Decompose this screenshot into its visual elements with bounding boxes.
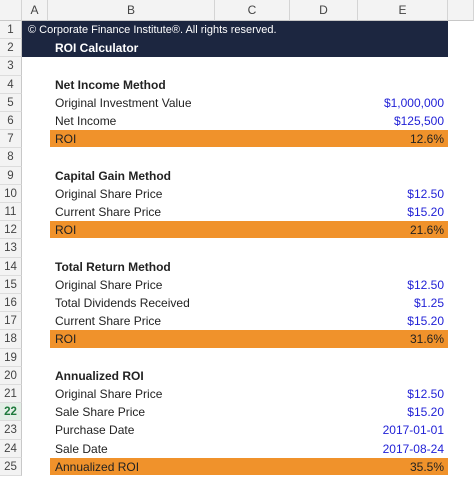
column-header[interactable]: C bbox=[215, 0, 290, 21]
result-label: Annualized ROI bbox=[55, 459, 140, 474]
result-value: 31.6% bbox=[409, 332, 444, 347]
row-number[interactable]: 25 bbox=[0, 457, 22, 476]
row-number[interactable]: 5 bbox=[0, 93, 22, 112]
column-header[interactable]: D bbox=[290, 0, 358, 21]
corner bbox=[0, 0, 22, 21]
row-number[interactable]: 2 bbox=[0, 39, 22, 58]
item-value: $125,500 bbox=[393, 114, 444, 128]
row-number[interactable]: 6 bbox=[0, 112, 22, 131]
item-label: Sale Share Price bbox=[55, 405, 146, 420]
copyright: © Corporate Finance Institute®. All righ… bbox=[28, 24, 277, 36]
column-header[interactable]: B bbox=[48, 0, 215, 21]
column-header bbox=[448, 0, 474, 21]
item-value: $15.20 bbox=[407, 205, 444, 219]
item-value: 2017-01-01 bbox=[382, 423, 444, 438]
item-label: Current Share Price bbox=[55, 205, 162, 219]
row-number[interactable]: 11 bbox=[0, 203, 22, 222]
result-label: ROI bbox=[55, 223, 77, 238]
column-header[interactable]: E bbox=[358, 0, 448, 21]
row-number[interactable]: 16 bbox=[0, 294, 22, 313]
row-number[interactable]: 13 bbox=[0, 239, 22, 258]
item-value: $15.20 bbox=[407, 314, 444, 329]
result-value: 12.6% bbox=[409, 132, 444, 147]
row-number[interactable]: 18 bbox=[0, 330, 22, 349]
section-heading: Total Return Method bbox=[55, 259, 171, 274]
row-number[interactable]: 14 bbox=[0, 257, 22, 276]
item-value: $1.25 bbox=[413, 296, 444, 310]
result-label: ROI bbox=[55, 132, 77, 147]
row-number[interactable]: 9 bbox=[0, 166, 22, 185]
section-heading: Annualized ROI bbox=[55, 368, 144, 383]
column-header[interactable]: A bbox=[22, 0, 48, 21]
item-value: 2017-08-24 bbox=[382, 441, 444, 456]
item-label: Total Dividends Received bbox=[55, 296, 190, 310]
banner bbox=[22, 21, 448, 58]
result-value: 35.5% bbox=[409, 459, 444, 474]
item-label: Sale Date bbox=[55, 441, 108, 456]
row-number[interactable]: 10 bbox=[0, 184, 22, 203]
item-label: Original Investment Value bbox=[55, 95, 192, 110]
row-number[interactable]: 15 bbox=[0, 275, 22, 294]
item-label: Purchase Date bbox=[55, 423, 135, 438]
item-value: $12.50 bbox=[407, 186, 444, 201]
title: ROI Calculator bbox=[55, 41, 139, 56]
section-heading: Net Income Method bbox=[55, 77, 166, 92]
result-band bbox=[50, 330, 448, 348]
row-number[interactable]: 24 bbox=[0, 439, 22, 458]
item-value: $1,000,000 bbox=[383, 95, 444, 110]
result-band bbox=[50, 457, 448, 475]
row-number[interactable]: 19 bbox=[0, 348, 22, 367]
item-label: Original Share Price bbox=[55, 186, 163, 201]
result-band bbox=[50, 130, 448, 148]
row-number[interactable]: 23 bbox=[0, 421, 22, 440]
section-heading: Capital Gain Method bbox=[55, 168, 172, 183]
item-value: $12.50 bbox=[407, 277, 444, 292]
row-number[interactable]: 4 bbox=[0, 75, 22, 94]
item-label: Original Share Price bbox=[55, 277, 163, 292]
item-label: Current Share Price bbox=[55, 314, 162, 329]
row-number[interactable]: 12 bbox=[0, 221, 22, 240]
result-label: ROI bbox=[55, 332, 77, 347]
row-number[interactable]: 1 bbox=[0, 21, 22, 40]
item-label: Original Share Price bbox=[55, 387, 163, 401]
row-number[interactable]: 8 bbox=[0, 148, 22, 167]
item-value: $12.50 bbox=[407, 387, 444, 401]
row-number[interactable]: 20 bbox=[0, 366, 22, 385]
row-number[interactable]: 3 bbox=[0, 57, 22, 76]
row-number[interactable]: 7 bbox=[0, 130, 22, 149]
row-number[interactable]: 17 bbox=[0, 312, 22, 331]
item-label: Net Income bbox=[55, 114, 117, 128]
row-number[interactable]: 21 bbox=[0, 385, 22, 404]
item-value: $15.20 bbox=[407, 405, 444, 420]
result-value: 21.6% bbox=[409, 223, 444, 238]
result-band bbox=[50, 221, 448, 239]
row-number[interactable]: 22 bbox=[0, 403, 22, 422]
